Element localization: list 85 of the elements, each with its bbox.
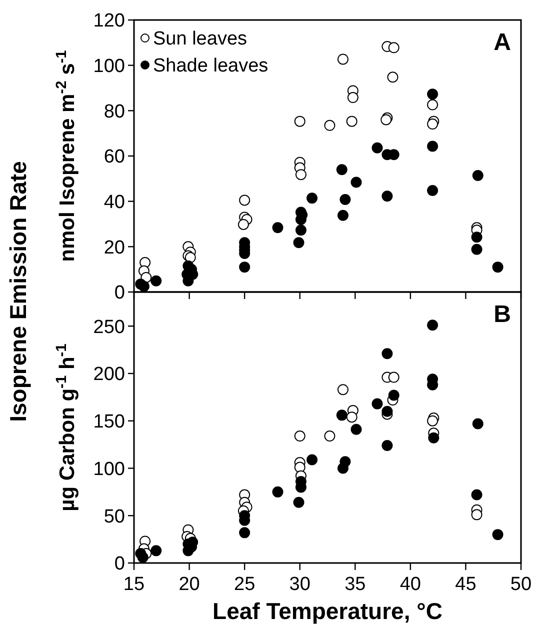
x-tick-label: 15 xyxy=(123,574,145,595)
y-tick-label: 40 xyxy=(104,192,125,213)
point xyxy=(382,406,393,417)
point xyxy=(306,192,318,204)
point xyxy=(295,224,306,236)
x-tick-label: 45 xyxy=(455,574,476,595)
point xyxy=(427,415,438,426)
point xyxy=(337,462,348,474)
x-tick-label: 40 xyxy=(400,574,421,595)
y-tick-label: 0 xyxy=(114,554,125,575)
point xyxy=(372,142,383,154)
point xyxy=(337,54,348,65)
point xyxy=(350,424,362,435)
point xyxy=(382,190,393,202)
y-tick-label: 120 xyxy=(93,10,125,32)
x-tick-label: 35 xyxy=(344,574,366,595)
point xyxy=(427,140,438,152)
y-tick-label: 250 xyxy=(93,316,125,338)
point xyxy=(428,432,440,444)
point xyxy=(337,384,348,396)
point xyxy=(427,320,438,331)
legend-label: Shade leaves xyxy=(153,56,268,77)
y-tick-label: 100 xyxy=(93,458,125,480)
point xyxy=(346,116,358,127)
point xyxy=(388,372,400,383)
point xyxy=(336,164,348,176)
y-tick-label: 20 xyxy=(104,237,125,258)
point xyxy=(427,184,438,196)
text: Isoprene Emission Rate xyxy=(5,161,31,422)
point xyxy=(150,275,162,286)
point xyxy=(347,92,358,104)
point xyxy=(306,454,318,466)
point xyxy=(272,486,284,498)
legend-label: Sun leaves xyxy=(153,28,248,50)
point xyxy=(337,210,348,221)
point xyxy=(471,232,482,243)
point xyxy=(387,72,398,83)
point xyxy=(471,509,482,520)
annotation: B xyxy=(494,301,511,328)
point xyxy=(294,430,306,442)
point xyxy=(388,390,400,401)
point xyxy=(427,118,438,130)
y-tick-label: 50 xyxy=(104,506,125,528)
point xyxy=(324,430,336,442)
point xyxy=(472,170,484,181)
point xyxy=(492,262,504,273)
point xyxy=(239,194,250,206)
point xyxy=(372,398,383,410)
point xyxy=(138,280,150,292)
point xyxy=(295,169,306,180)
point xyxy=(293,496,304,508)
y-tick-label: 100 xyxy=(93,56,125,77)
y-tick-label: 60 xyxy=(104,146,125,168)
point xyxy=(492,529,504,540)
point xyxy=(324,120,336,131)
y-tick-label: 80 xyxy=(104,101,125,122)
point xyxy=(427,88,438,100)
point xyxy=(382,440,393,451)
point xyxy=(239,527,250,538)
point xyxy=(388,42,400,54)
x-axis-title: Leaf Temperature, °C xyxy=(212,598,442,624)
x-tick-label: 50 xyxy=(510,574,532,595)
point xyxy=(272,222,284,234)
point xyxy=(472,418,484,430)
point xyxy=(137,552,148,563)
point xyxy=(294,116,306,127)
x-tick-label: 20 xyxy=(178,574,200,595)
point xyxy=(239,262,250,273)
point xyxy=(471,244,482,255)
y-tick-label: 200 xyxy=(93,364,125,386)
point xyxy=(427,99,438,110)
x-tick-label: 25 xyxy=(234,574,256,595)
x-tick-label: 30 xyxy=(289,574,310,595)
annotation: A xyxy=(494,29,511,56)
point xyxy=(150,545,162,556)
point xyxy=(346,412,358,423)
point xyxy=(293,237,304,248)
point xyxy=(238,218,249,230)
point xyxy=(471,489,482,500)
point xyxy=(340,194,351,206)
y-tick-label: 0 xyxy=(114,282,125,304)
point xyxy=(336,410,348,421)
y-tick-label: 150 xyxy=(93,412,125,433)
point xyxy=(382,348,393,360)
point xyxy=(350,176,362,188)
